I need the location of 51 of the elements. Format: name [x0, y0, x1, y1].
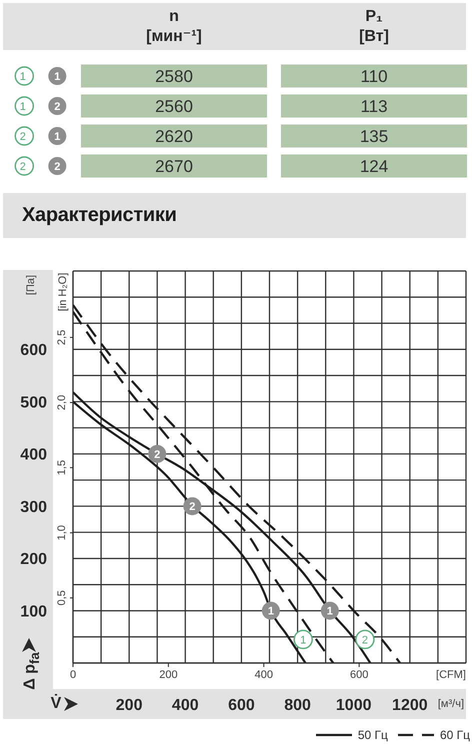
x-tick-label: n [мин⁻¹]	[146, 8, 202, 45]
x2-tick-label: 600	[350, 668, 368, 681]
y-tick-label: 500	[20, 394, 48, 412]
x-tick-label: 400	[172, 697, 199, 714]
y2-tick-label: 2,0	[56, 394, 68, 410]
x2-tick-label: 200	[159, 668, 178, 681]
data-label: 2620	[155, 127, 193, 146]
legend-label: 60 Гц	[440, 728, 470, 742]
data-label: 2670	[155, 157, 193, 176]
data-label: 113	[360, 97, 388, 116]
y2-tick-label: 1,0	[56, 525, 68, 540]
x-tick-label: 800	[284, 697, 312, 714]
y2-tick-label: 1,5	[56, 460, 68, 476]
annotation: 1	[300, 634, 306, 646]
annotation: 1	[326, 606, 333, 618]
text: V̇	[50, 695, 62, 712]
data-label: 110	[360, 67, 388, 86]
x-tick-label: 200	[116, 697, 143, 714]
y-tick-label: 200	[20, 551, 48, 568]
category-label: 2 2	[20, 160, 60, 173]
y-tick-label: 400	[20, 446, 48, 464]
line-series	[73, 400, 307, 663]
x2-axis-title: [CFM]	[436, 669, 466, 681]
x2-tick-label: 0	[70, 668, 76, 681]
y2-tick-label: 2,5	[56, 330, 68, 346]
y2-axis-title: [in H₂O]	[56, 272, 69, 312]
category-label: 1 2	[20, 100, 60, 113]
annotation: 1	[268, 606, 274, 618]
data-label: 124	[360, 157, 388, 176]
x-axis-title: [м³/ч]	[438, 698, 464, 710]
x-tick-label: P₁ [Вт]	[359, 8, 389, 45]
annotation: 2	[189, 501, 196, 514]
annotation: 2	[362, 634, 368, 646]
x-tick-label: 600	[228, 697, 255, 714]
data-label: 2580	[155, 67, 193, 86]
annotation: 2	[154, 448, 160, 461]
y2-tick-label: 0,5	[56, 590, 68, 606]
category-label: 2 1	[20, 130, 60, 143]
chart-title: Характеристики	[22, 204, 177, 226]
data-label: 135	[360, 127, 388, 146]
y-tick-label: 600	[20, 342, 48, 359]
line-series	[73, 304, 402, 663]
x2-tick-label: 400	[254, 668, 273, 681]
x-tick-label: 1200	[392, 697, 428, 714]
x-tick-label: 1000	[336, 697, 372, 714]
legend-label: 50 Гц	[358, 728, 388, 742]
data-label: 2560	[155, 97, 193, 116]
y-tick-label: 300	[20, 498, 48, 516]
y-axis-title: [Па]	[24, 274, 37, 296]
category-label: 1 1	[20, 70, 60, 83]
y-tick-label: 100	[20, 603, 48, 620]
